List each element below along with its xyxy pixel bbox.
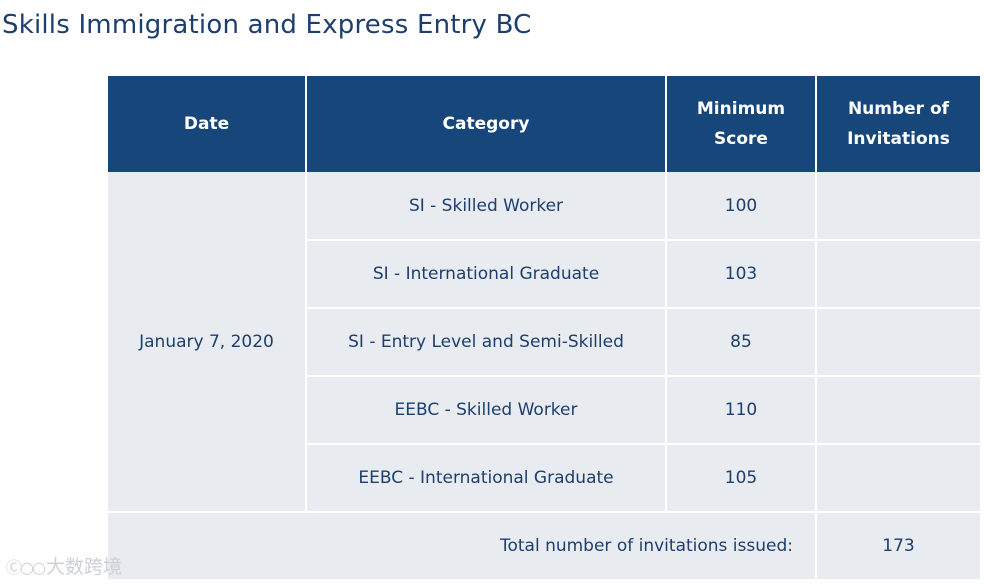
header-minimum-score-line2: Score — [714, 129, 768, 149]
category-cell: SI - Entry Level and Semi-Skilled — [306, 308, 667, 377]
minimum-score-cell: 100 — [666, 172, 817, 241]
minimum-score-cell: 105 — [666, 444, 817, 513]
logo-icon: Ⓒ○○ — [6, 557, 46, 577]
category-cell: SI - International Graduate — [306, 240, 667, 309]
page-title: Skills Immigration and Express Entry BC — [2, 10, 532, 40]
watermark-text: 大数跨境 — [45, 556, 122, 578]
header-date-label: Date — [183, 114, 230, 134]
header-category: Category — [306, 76, 667, 172]
category-cell: EEBC - Skilled Worker — [306, 376, 667, 445]
header-minimum-score: Minimum Score — [666, 76, 817, 172]
category-cell: SI - Skilled Worker — [306, 172, 667, 241]
header-invitations: Number of Invitations — [816, 76, 980, 172]
invitations-cell — [816, 376, 980, 445]
total-label: Total number of invitations issued: — [108, 512, 817, 581]
minimum-score-cell: 85 — [666, 308, 817, 377]
watermark: Ⓒ○○ 大数跨境 — [6, 552, 122, 579]
header-minimum-score-line1: Minimum — [696, 99, 786, 119]
table-row: EEBC - International Graduate 105 — [108, 444, 980, 513]
invitations-cell — [816, 172, 980, 241]
header-date: Date — [108, 76, 307, 172]
minimum-score-cell: 103 — [666, 240, 817, 309]
table-row: SI - International Graduate 103 — [108, 240, 980, 309]
table-header-row: Date Category Minimum Score Number of In… — [108, 76, 980, 172]
table-row: EEBC - Skilled Worker 110 — [108, 376, 980, 445]
invitations-cell — [816, 240, 980, 309]
total-value: 173 — [816, 512, 980, 581]
invitations-cell — [816, 308, 980, 377]
header-category-label: Category — [442, 114, 530, 134]
category-cell: EEBC - International Graduate — [306, 444, 667, 513]
header-invitations-line1: Number of — [847, 99, 950, 119]
header-invitations-line2: Invitations — [847, 129, 950, 149]
minimum-score-cell: 110 — [666, 376, 817, 445]
invitations-cell — [816, 444, 980, 513]
table-row: SI - Entry Level and Semi-Skilled 85 — [108, 308, 980, 377]
total-row: Total number of invitations issued: 173 — [108, 512, 980, 581]
draw-date-cell: January 7, 2020 — [108, 172, 307, 513]
draw-results-table: Date Category Minimum Score Number of In… — [108, 76, 980, 581]
table-row: January 7, 2020 SI - Skilled Worker 100 — [108, 172, 980, 513]
